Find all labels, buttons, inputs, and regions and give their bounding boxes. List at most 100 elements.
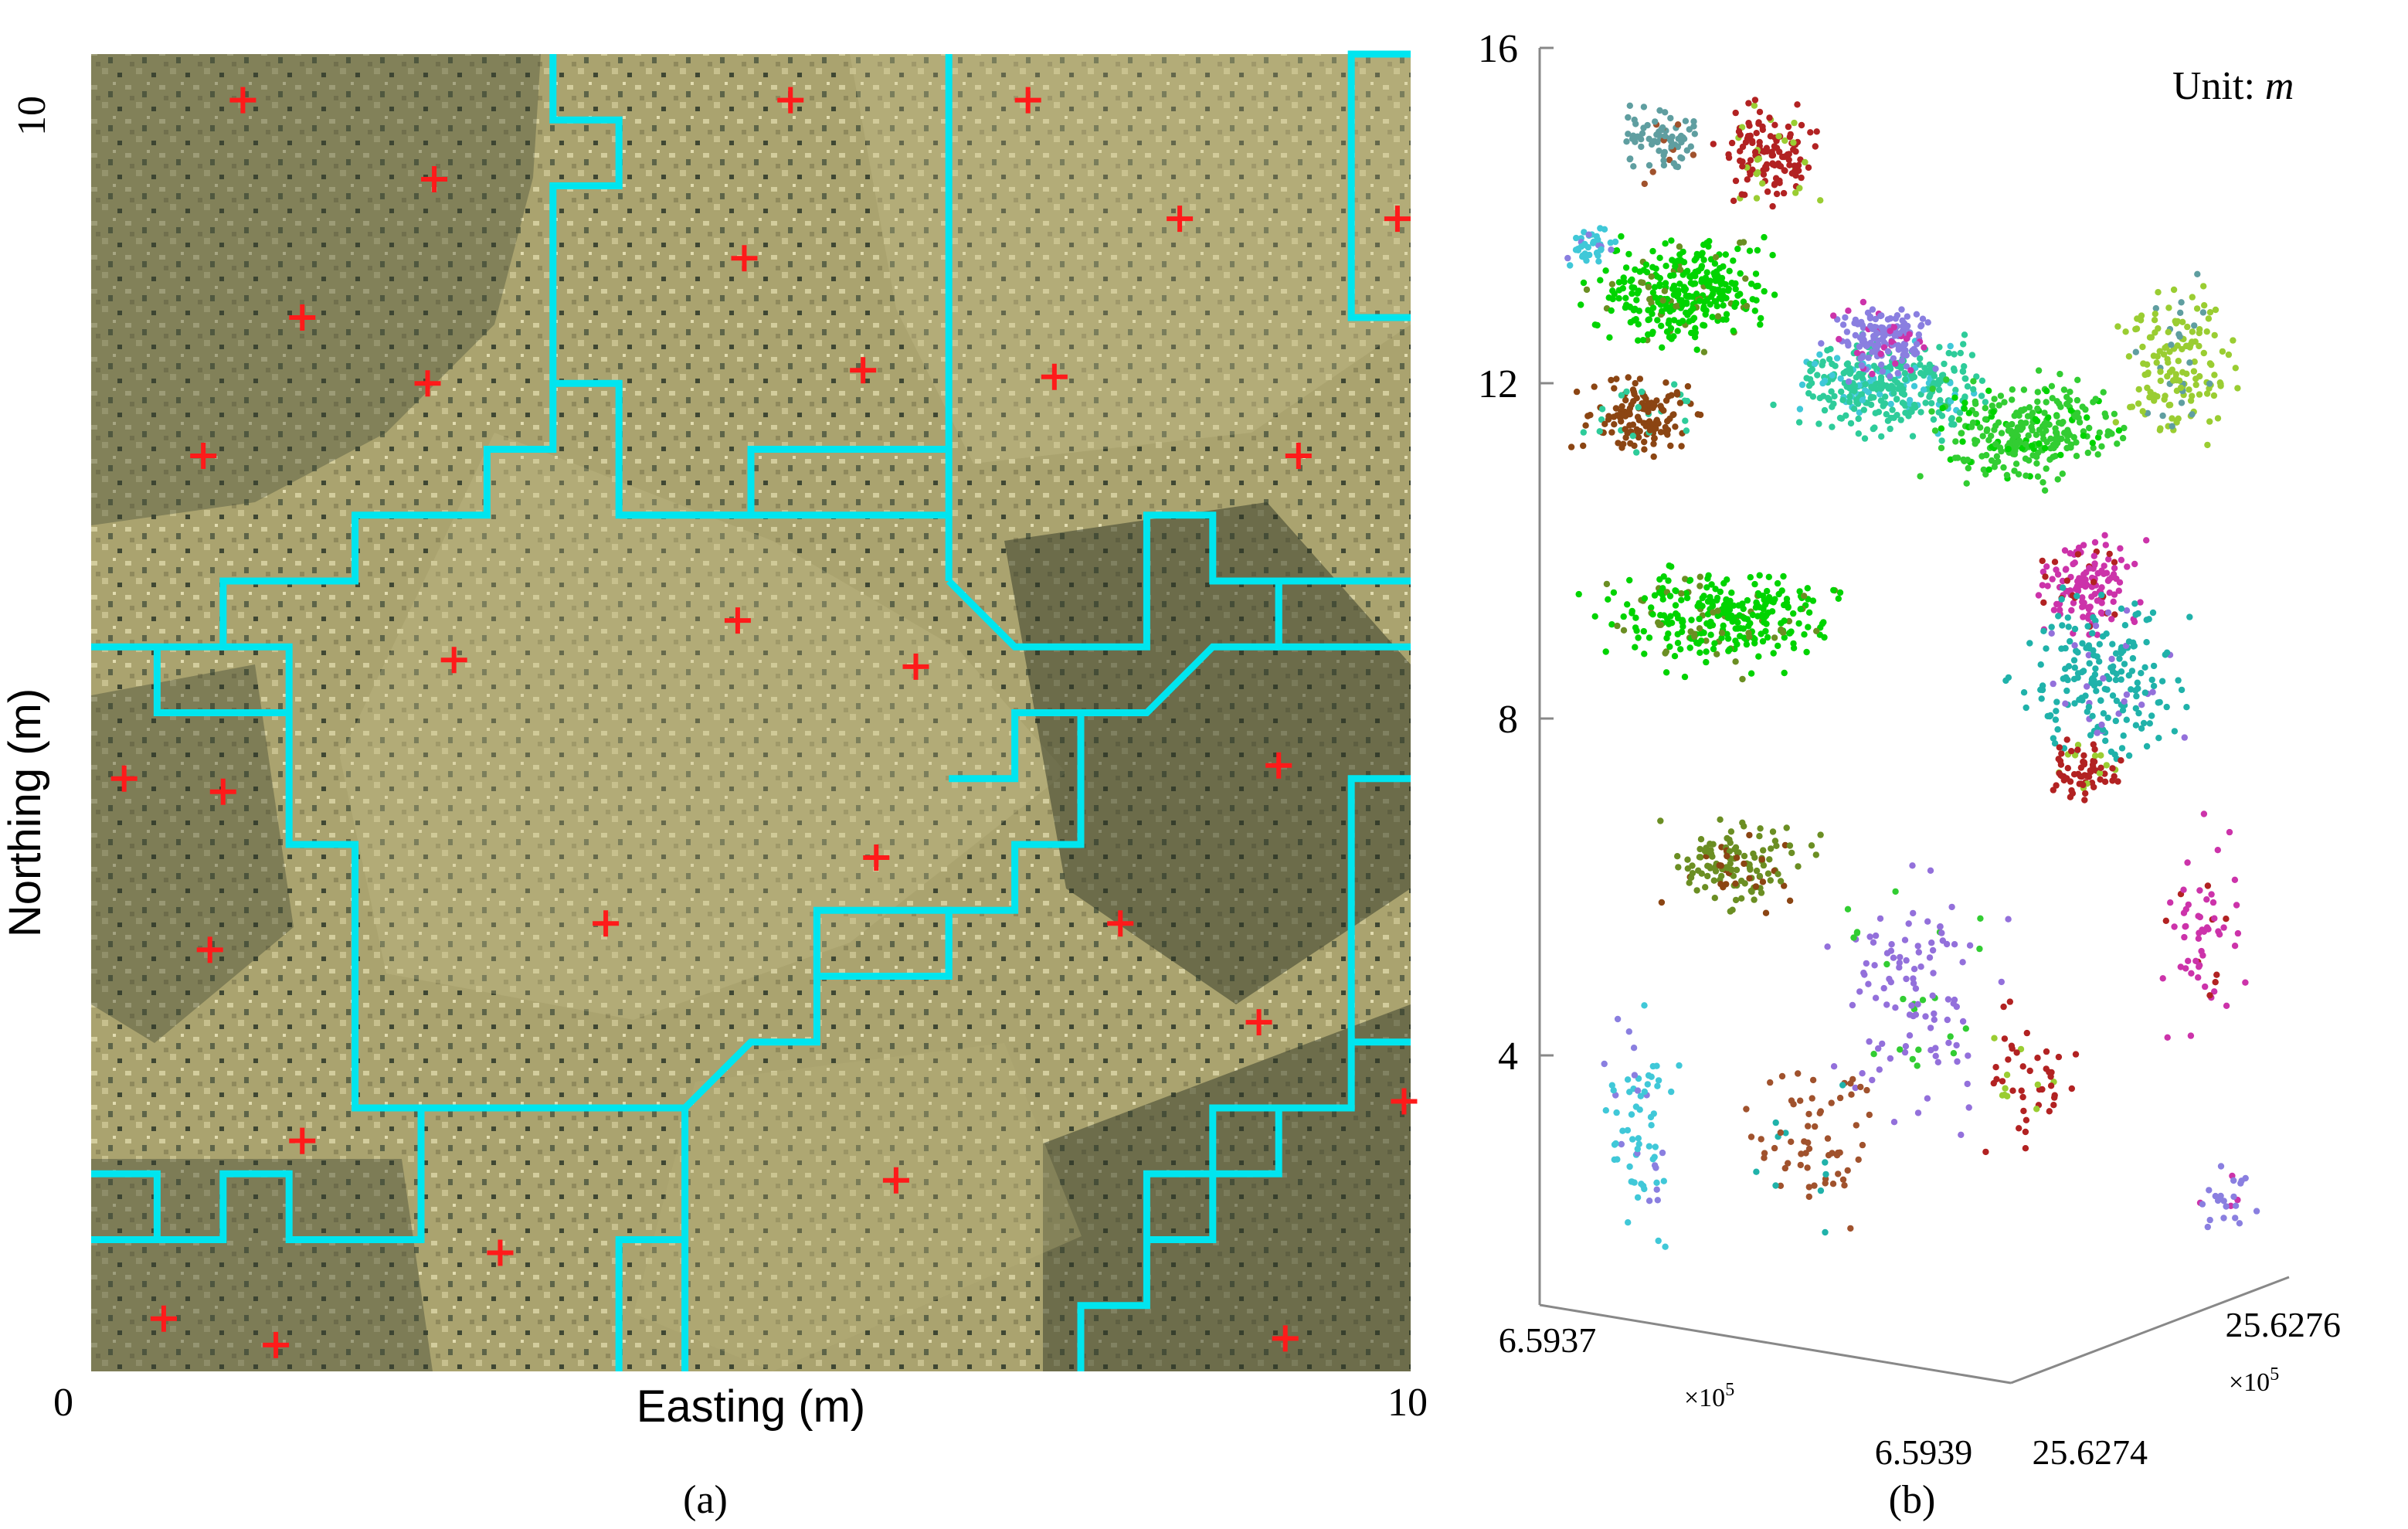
cloud-point	[2005, 1056, 2012, 1063]
cloud-point	[2023, 472, 2029, 479]
cloud-point	[1659, 344, 1666, 351]
cloud-point	[2101, 685, 2108, 692]
cloud-point	[1676, 243, 1683, 250]
cloud-point	[1798, 381, 1806, 389]
cloud-point	[1652, 118, 1659, 125]
cloud-point	[2003, 1072, 2011, 1079]
cloud-point	[1889, 406, 1896, 413]
cloud-point	[1991, 1035, 1998, 1041]
crown-boundary-12	[91, 1108, 425, 1243]
cloud-point	[1641, 446, 1648, 453]
cloud-point	[2009, 420, 2016, 428]
cloud-point	[1747, 280, 1755, 287]
cloud-point	[2024, 413, 2032, 420]
cloud-point	[2114, 778, 2121, 785]
cloud-point	[2110, 598, 2117, 605]
cloud-point	[1921, 344, 1927, 351]
cloud-point	[2073, 396, 2081, 404]
image-texture	[91, 54, 1411, 1371]
cloud-point	[1718, 296, 1726, 303]
cloud-point	[2164, 1034, 2171, 1041]
cloud-point	[2068, 607, 2075, 614]
cloud-point	[1771, 181, 1778, 188]
cloud-point	[1608, 307, 1615, 314]
cloud-point	[2144, 384, 2151, 392]
cloud-point	[1853, 929, 1861, 936]
cloud-point	[1676, 399, 1684, 406]
cloud-point	[2055, 613, 2062, 620]
cloud-point	[1805, 164, 1812, 172]
cloud-point	[1706, 863, 1713, 870]
cloud-point	[1853, 349, 1861, 357]
cloud-point	[2165, 304, 2172, 311]
cloud-point	[2058, 773, 2066, 780]
x-axis-3d	[1539, 1303, 2012, 1385]
cloud-point	[1630, 398, 1637, 405]
cloud-point	[1771, 1144, 1778, 1152]
cloud-point	[1620, 440, 1627, 447]
cloud-point	[1615, 440, 1622, 447]
cloud-point	[1887, 328, 1893, 335]
cloud-point	[1924, 918, 1931, 925]
cloud-point	[1845, 307, 1852, 314]
cloud-point	[2064, 614, 2071, 621]
cloud-point	[1732, 109, 1739, 117]
cloud-point	[1821, 406, 1829, 414]
cloud-point	[1893, 312, 1901, 319]
cloud-point	[1607, 239, 1614, 246]
cloud-point	[1698, 263, 1706, 270]
cloud-point	[2156, 348, 2163, 355]
cloud-point	[2206, 309, 2214, 316]
cloud-point	[2012, 440, 2019, 447]
cloud-point	[2121, 424, 2128, 432]
cloud-point	[2118, 605, 2125, 612]
cloud-point	[2137, 599, 2144, 606]
cloud-point	[1640, 627, 1647, 635]
cloud-point	[2146, 720, 2153, 727]
cloud-point	[2102, 542, 2109, 549]
cloud-point	[2174, 342, 2181, 349]
cloud-point	[2018, 1087, 2025, 1094]
cloud-point	[1979, 433, 1986, 440]
cloud-point	[1717, 816, 1724, 824]
cloud-point	[2096, 640, 2103, 647]
cloud-point	[1698, 870, 1705, 877]
cloud-point	[1961, 399, 1968, 406]
cloud-point	[2045, 414, 2052, 421]
cloud-point	[1795, 863, 1802, 870]
cloud-point	[1667, 442, 1674, 450]
cloud-point	[1742, 275, 1749, 282]
cloud-point	[1608, 429, 1615, 436]
cloud-point	[2053, 398, 2060, 405]
cloud-point	[1567, 443, 1575, 450]
cloud-point	[2187, 397, 2195, 404]
cloud-point	[1805, 1123, 1812, 1130]
cloud-point	[2060, 584, 2067, 591]
cloud-point	[1700, 257, 1707, 263]
cloud-point	[1790, 1101, 1797, 1108]
cloud-point	[1625, 250, 1632, 258]
cloud-point	[1910, 980, 1917, 987]
cloud-point	[1797, 1161, 1804, 1169]
cloud-point	[2181, 933, 2188, 941]
cloud-point	[1725, 154, 1733, 161]
cloud-point	[2196, 887, 2203, 894]
cloud-point	[1819, 362, 1826, 369]
cloud-point	[1691, 131, 1698, 138]
caption-a: (a)	[683, 1478, 728, 1522]
cloud-point	[1805, 1184, 1812, 1191]
cloud-point	[1728, 866, 1735, 873]
cloud-point	[1959, 1018, 1967, 1025]
cloud-point	[2091, 753, 2099, 759]
cloud-point	[2074, 649, 2081, 656]
cloud-point	[1880, 984, 1887, 992]
cloud-point	[2192, 957, 2199, 965]
cloud-point	[1635, 1135, 1642, 1142]
cloud-point	[1682, 117, 1690, 124]
cloud-point	[1805, 1145, 1813, 1153]
cloud-point	[2108, 616, 2115, 623]
cloud-point	[2134, 315, 2141, 322]
cloud-point	[2080, 761, 2088, 768]
cloud-point	[2044, 712, 2051, 720]
cloud-point	[1741, 192, 1748, 199]
